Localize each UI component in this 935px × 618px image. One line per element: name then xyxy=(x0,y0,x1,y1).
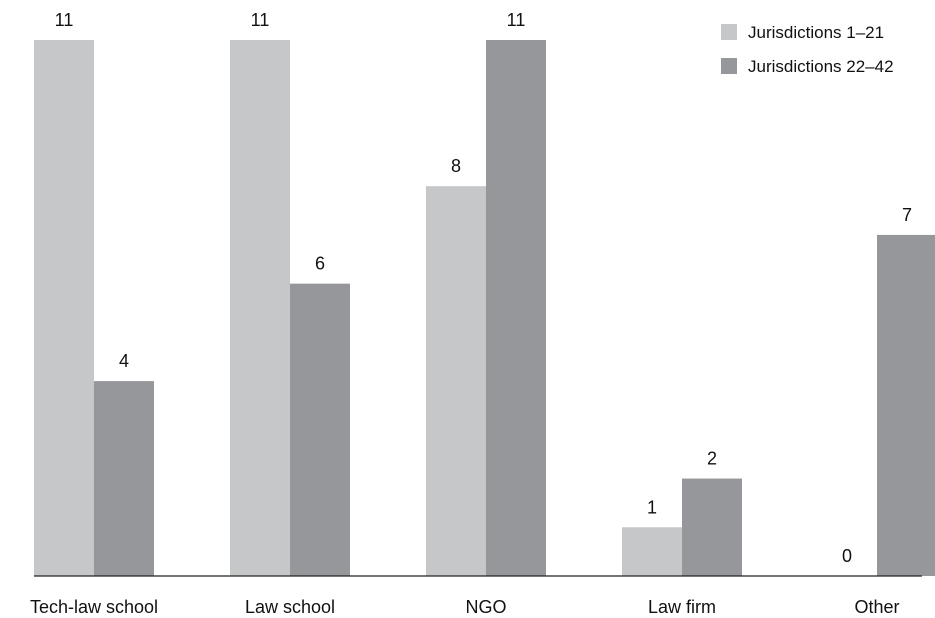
bar-law-firm-series-1 xyxy=(622,527,682,576)
bar-other-series-2 xyxy=(877,234,935,576)
value-label-law-school-series-2: 6 xyxy=(315,254,325,274)
bar-tech-law-school-series-2 xyxy=(94,381,154,576)
value-label-law-school-series-1: 11 xyxy=(251,10,270,30)
bar-tech-law-school-series-1 xyxy=(34,40,94,576)
x-tick-labels-layer: Tech-law school Law school NGO Law firm Othe… xyxy=(30,597,900,617)
bar-law-school-series-1 xyxy=(230,40,290,576)
bar-law-school-series-2 xyxy=(290,283,350,576)
legend-swatch-series-2 xyxy=(721,58,737,74)
value-label-tech-law-school-series-1: 11 xyxy=(55,10,74,30)
x-tick-label-ngo: NGO xyxy=(465,597,506,617)
value-label-other-series-2: 7 xyxy=(902,205,912,225)
value-label-law-firm-series-2: 2 xyxy=(707,449,717,469)
x-tick-label-other: Other xyxy=(854,597,899,617)
legend-label-series-2: Jurisdictions 22–42 xyxy=(748,57,894,76)
x-tick-label-law-school: Law school xyxy=(245,597,335,617)
legend: Jurisdictions 1–21 Jurisdictions 22–42 xyxy=(721,23,894,76)
legend-label-series-1: Jurisdictions 1–21 xyxy=(748,23,884,42)
x-tick-label-law-firm: Law firm xyxy=(648,597,716,617)
bar-ngo-series-1 xyxy=(426,186,486,576)
bar-ngo-series-2 xyxy=(486,40,546,576)
bars-layer xyxy=(34,40,935,576)
value-label-law-firm-series-1: 1 xyxy=(647,497,657,517)
legend-swatch-series-1 xyxy=(721,24,737,40)
value-label-tech-law-school-series-2: 4 xyxy=(119,351,129,371)
value-label-ngo-series-2: 11 xyxy=(507,10,526,30)
value-label-other-series-1: 0 xyxy=(842,546,852,566)
bar-law-firm-series-2 xyxy=(682,478,742,576)
value-label-ngo-series-1: 8 xyxy=(451,156,461,176)
x-tick-label-tech-law-school: Tech-law school xyxy=(30,597,158,617)
